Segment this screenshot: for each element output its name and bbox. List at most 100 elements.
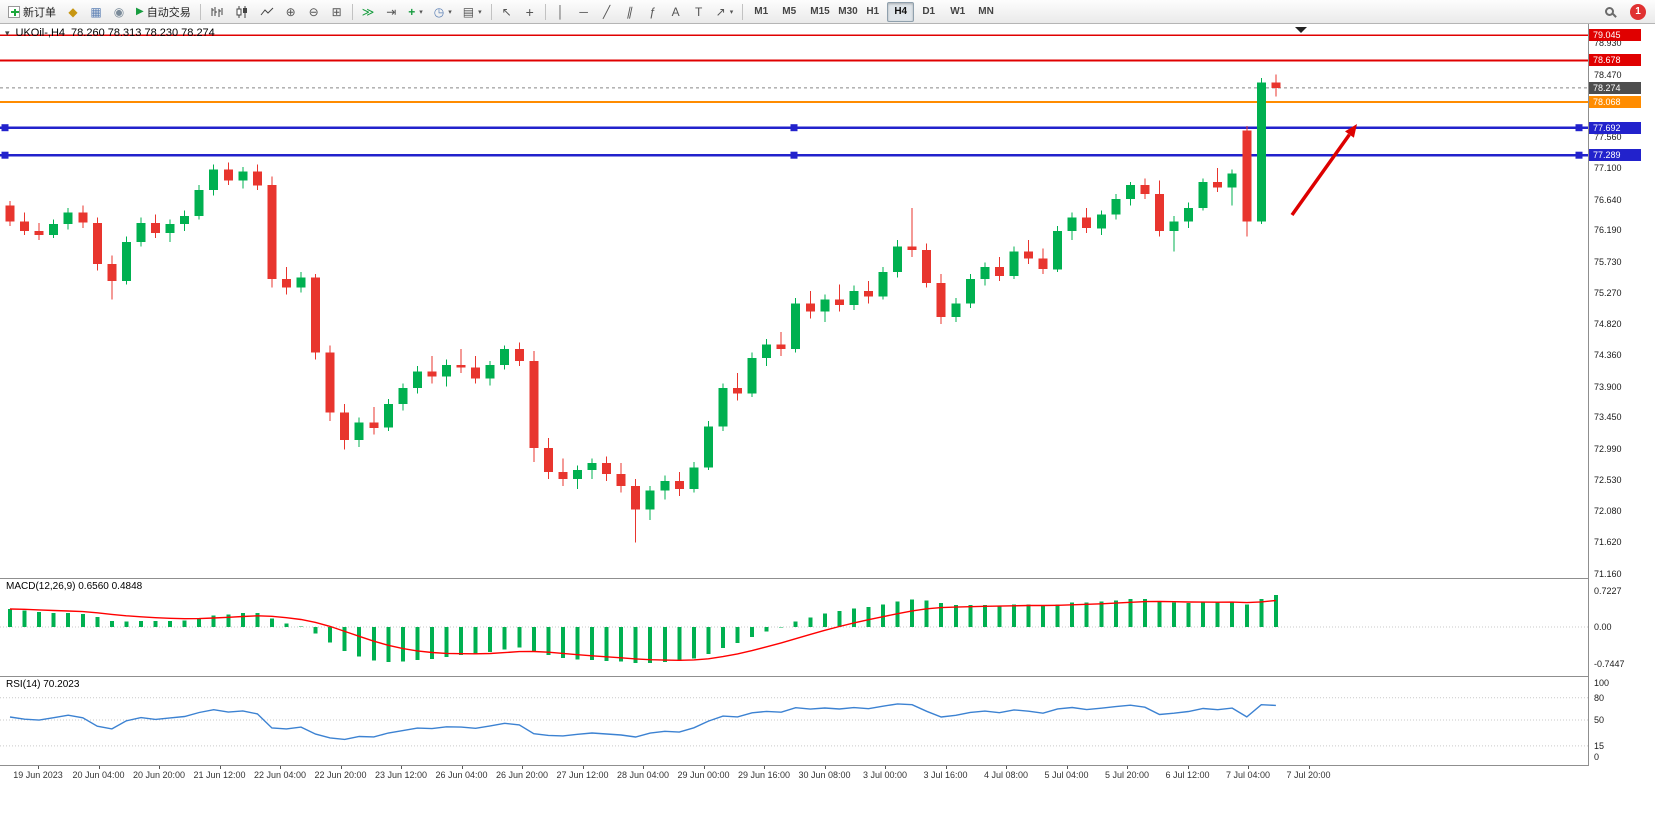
pane-separator[interactable]: [0, 578, 1588, 579]
autotrading-button[interactable]: ▶ 自动交易: [131, 1, 196, 22]
zoom-in-button[interactable]: ⊕: [280, 1, 302, 22]
market-watch-button[interactable]: ▦: [85, 1, 107, 22]
time-label: 20 Jun 20:00: [132, 770, 186, 780]
macd-pane[interactable]: MACD(12,26,9) 0.6560 0.4848: [0, 578, 1588, 676]
timeframe-h1-button[interactable]: H1: [859, 2, 886, 22]
tile-windows-icon: ⊞: [331, 4, 342, 19]
time-tick: [1187, 766, 1189, 769]
timeframe-m5-button[interactable]: M5: [775, 2, 802, 22]
rsi-line: [9, 703, 1276, 741]
chart-shift-marker[interactable]: [1295, 27, 1307, 33]
price-tick: 77.560: [1594, 131, 1622, 142]
line-handle[interactable]: [1, 151, 9, 159]
rsi-axis-label: 15: [1594, 740, 1605, 751]
timeframe-h4-button[interactable]: H4: [887, 1, 915, 22]
time-tick: [1006, 766, 1007, 769]
profiles-button[interactable]: ◆: [62, 1, 84, 22]
time-tick: [945, 766, 947, 769]
collapse-icon[interactable]: ▾: [5, 28, 10, 38]
fibonacci-icon: ƒ: [649, 4, 656, 19]
chevron-down-icon: ▾: [448, 8, 452, 16]
crosshair-button[interactable]: +: [519, 1, 541, 22]
new-order-icon: [8, 5, 20, 18]
macd-signal-line: [9, 599, 1276, 662]
add-indicator-button[interactable]: + ▾: [403, 1, 428, 22]
text-icon: A: [671, 4, 680, 19]
time-label: 6 Jul 12:00: [1165, 770, 1210, 780]
bar-chart-icon: [211, 6, 223, 17]
time-tick: [98, 766, 100, 769]
chart-candles-button[interactable]: [230, 1, 254, 22]
trendline-button[interactable]: ╱: [596, 1, 618, 22]
channel-button[interactable]: ∥: [619, 1, 641, 22]
horizontal-line-button[interactable]: ─: [573, 1, 595, 22]
timeframe-m30-button[interactable]: M30: [831, 2, 858, 22]
time-label: 3 Jul 00:00: [862, 770, 908, 780]
line-handle[interactable]: [790, 151, 798, 159]
time-label: 21 Jun 12:00: [193, 770, 246, 780]
price-line-badge: 77.692: [1589, 121, 1641, 134]
line-handle[interactable]: [1575, 151, 1583, 159]
price-tick: 73.900: [1594, 381, 1622, 392]
line-handle[interactable]: [1, 124, 9, 132]
timeframe-d1-button[interactable]: D1: [915, 2, 942, 22]
price-axis[interactable]: 78.930 78.470 77.560 77.100 76.640 76.190 75.7…: [1588, 24, 1655, 766]
cursor-button[interactable]: ↖: [496, 1, 518, 22]
notification-badge[interactable]: 1: [1630, 3, 1646, 20]
arrow-annotation[interactable]: [1290, 124, 1357, 217]
price-tick: 74.360: [1594, 350, 1622, 361]
time-tick: [703, 766, 705, 769]
tile-windows-button[interactable]: ⊞: [326, 1, 348, 22]
pane-separator[interactable]: [0, 676, 1588, 677]
time-tick: [159, 766, 160, 769]
chart-bars-button[interactable]: [205, 1, 229, 22]
chart-shift-icon: ⇥: [386, 4, 397, 19]
toolbar-separator: [544, 3, 546, 20]
time-label: 29 Jun 00:00: [677, 770, 730, 780]
time-tick: [643, 766, 644, 769]
macd-histogram: [8, 595, 1278, 664]
chart-line-button[interactable]: [255, 1, 279, 22]
current-price-badge: 78.274: [1589, 81, 1641, 94]
time-label: 22 Jun 20:00: [314, 770, 367, 780]
timeframe-w1-button[interactable]: W1: [943, 2, 970, 22]
candlestick-canvas[interactable]: [0, 24, 1588, 578]
chart-symbol-label: ▾ UKOil-,H4 78.260 78.313 78.230 78.274: [5, 27, 215, 39]
time-axis[interactable]: 19 Jun 2023 20 Jun 04:00 20 Jun 20:00 21 Ju…: [0, 766, 1588, 784]
arrows-button[interactable]: ↗ ▾: [711, 1, 739, 22]
time-label: 23 Jun 12:00: [374, 770, 428, 780]
price-tick: 78.930: [1594, 38, 1622, 49]
time-label: 22 Jun 04:00: [253, 770, 307, 780]
data-window-icon: ◉: [113, 4, 125, 19]
time-tick: [461, 766, 463, 769]
timeframe-m15-button[interactable]: M15: [803, 2, 830, 22]
time-tick: [1066, 766, 1068, 769]
timeframe-mn-button[interactable]: MN: [971, 2, 998, 22]
auto-scroll-button[interactable]: ≫: [357, 1, 380, 22]
line-handle[interactable]: [1575, 124, 1583, 132]
periods-button[interactable]: ◷ ▾: [429, 1, 457, 22]
data-window-button[interactable]: ◉: [108, 1, 130, 22]
timeframe-m1-button[interactable]: M1: [747, 2, 774, 22]
templates-button[interactable]: ▤ ▾: [458, 1, 487, 22]
new-order-button[interactable]: 新订单: [3, 1, 61, 22]
time-label: 29 Jun 16:00: [737, 770, 791, 780]
search-button[interactable]: [1598, 1, 1620, 22]
text-button[interactable]: A: [665, 1, 687, 22]
rsi-pane[interactable]: RSI(14) 70.2023: [0, 676, 1588, 765]
line-handle[interactable]: [790, 124, 798, 132]
price-tick: 78.470: [1594, 69, 1622, 80]
autotrading-icon: ▶: [136, 5, 144, 17]
time-label: 28 Jun 04:00: [616, 770, 670, 780]
zoom-out-button[interactable]: ⊖: [303, 1, 325, 22]
macd-canvas[interactable]: [0, 578, 1588, 676]
rsi-canvas[interactable]: [0, 676, 1588, 765]
time-axis-line: [0, 765, 1588, 766]
text-label-button[interactable]: T: [688, 1, 710, 22]
fibonacci-button[interactable]: ƒ: [642, 1, 664, 22]
toolbar-separator: [199, 3, 201, 20]
price-tick: 72.080: [1594, 506, 1622, 517]
price-chart-pane[interactable]: ▾ UKOil-,H4 78.260 78.313 78.230 78.274: [0, 24, 1588, 578]
vertical-line-button[interactable]: │: [550, 1, 572, 22]
chart-shift-button[interactable]: ⇥: [380, 1, 402, 22]
